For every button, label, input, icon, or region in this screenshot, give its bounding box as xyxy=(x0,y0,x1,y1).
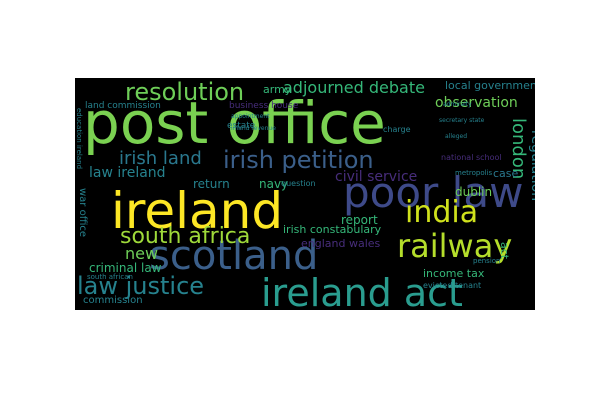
word-post-office: post office xyxy=(83,89,386,157)
word-irish-petition: irish petition xyxy=(223,146,374,174)
word-secretary-state: secretary state xyxy=(439,117,485,124)
word-army: army xyxy=(263,83,292,96)
word-new: new xyxy=(125,244,159,263)
word-railway: railway xyxy=(397,227,513,265)
word-alleged: alleged xyxy=(445,133,468,140)
word-return: return xyxy=(193,177,230,191)
word-regulation: regulation xyxy=(528,130,535,202)
word-civil-service: civil service xyxy=(335,169,418,185)
word-scotland: scotland xyxy=(149,233,319,279)
word-ireland-act: ireland act xyxy=(261,271,463,310)
word-admiralty: admiralty xyxy=(443,101,472,108)
word-inland-revenue: inland revenue xyxy=(231,125,276,132)
word-criminal-law: criminal law xyxy=(89,261,162,275)
word-irish-land: irish land xyxy=(119,148,202,169)
word-case: case xyxy=(493,167,519,180)
word-dublin: dublin xyxy=(455,185,493,199)
word-national-school: national school xyxy=(441,153,502,162)
word-commission: commission xyxy=(83,295,143,306)
word-business-house: business house xyxy=(229,101,299,111)
word-resolution: resolution xyxy=(125,78,245,106)
word-question: question xyxy=(281,179,316,188)
word-law-justice: law justice xyxy=(77,272,205,300)
word-evicted-tenant: evicted tenant xyxy=(423,281,482,290)
word-land-commission: land commission xyxy=(85,101,161,111)
word-india: india xyxy=(405,195,479,230)
word-london: london xyxy=(508,118,529,180)
word-income-tax: income tax xyxy=(423,267,485,280)
word-charge: charge xyxy=(383,125,411,134)
word-irish-constabulary: irish constabulary xyxy=(283,223,382,236)
word-england-wales: england wales xyxy=(301,237,381,250)
word-act: act xyxy=(498,242,511,260)
word-observation: observation xyxy=(435,95,518,111)
word-metropolis: metropolis xyxy=(455,169,493,177)
word-war-office: war office xyxy=(77,188,88,238)
word-south-african: south african xyxy=(87,273,133,281)
word-south-africa: south africa xyxy=(120,224,251,249)
word-navy: navy xyxy=(259,177,289,191)
word-cloud: post office ireland scotland poor law irelan… xyxy=(75,78,535,310)
word-education-ireland: education ireland xyxy=(75,108,83,170)
word-adjourned-debate: adjourned debate xyxy=(283,78,425,97)
word-appointment: appointment xyxy=(231,113,270,120)
word-pension: pension xyxy=(473,257,501,265)
word-ireland: ireland xyxy=(111,182,284,240)
word-law-ireland: law ireland xyxy=(89,165,166,181)
word-report: report xyxy=(341,213,378,227)
word-poor-law: poor law xyxy=(343,168,524,217)
word-local-government: local government xyxy=(445,79,535,92)
word-estate: estate xyxy=(227,121,256,131)
